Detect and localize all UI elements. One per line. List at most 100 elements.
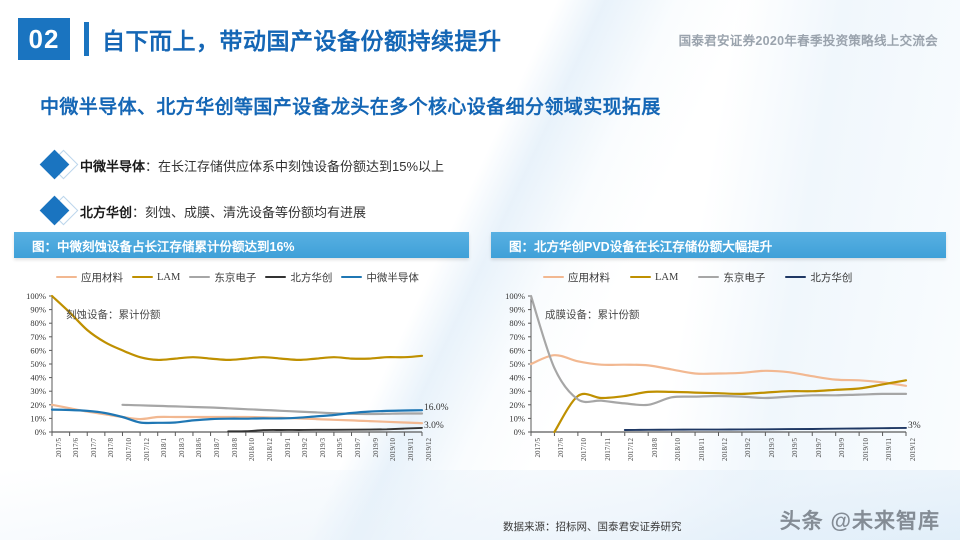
series-line-4 xyxy=(227,426,423,433)
y-tick-label: 40% xyxy=(509,373,525,383)
x-tick-label: 2017/12 xyxy=(142,438,151,461)
bullet-separator: ： xyxy=(145,158,159,174)
watermark: 头条 @未来智库 xyxy=(779,510,940,533)
legend-label: 北方华创 xyxy=(290,272,333,284)
series-line-4 xyxy=(623,426,907,431)
x-tick-label: 2019/12 xyxy=(908,438,917,461)
diamond-bullet-icon xyxy=(38,195,80,226)
list-item: 北方华创：刻蚀、成膜、清洗设备等份额均有进展 xyxy=(38,194,444,228)
legend-swatch xyxy=(630,275,651,279)
header-accent-bar xyxy=(84,22,89,56)
legend-swatch xyxy=(785,275,807,279)
chart-panel-right: 图：北方华创PVD设备在长江存储份额大幅提升 应用材料 LAM 东京电子 北方华创 0… xyxy=(491,232,946,522)
legend-label: 应用材料 xyxy=(568,272,610,284)
data-source-note: 数据来源：招标网、国泰君安证券研究 xyxy=(503,521,682,533)
x-tick-label: 2017/7 xyxy=(89,438,98,458)
x-tick-label: 2017/10 xyxy=(580,438,589,461)
x-tick-labels: 2017/5 2017/6 2017/7 2017/8 2017/10 2017/12 20… xyxy=(14,438,469,498)
legend-item-3: 东京电子 xyxy=(189,270,256,285)
x-tick-label: 2019/11 xyxy=(406,438,415,461)
legend-swatch xyxy=(56,275,77,279)
legend-label: 中微半导体 xyxy=(366,272,419,284)
chart-panel-left: 图：中微刻蚀设备占长江存储累计份额达到16% 应用材料 LAM 东京电子 北方华创 中微… xyxy=(14,232,469,522)
x-tick-label: 2019/7 xyxy=(814,438,823,458)
x-tick-label: 2019/12 xyxy=(424,438,433,461)
x-tick-label: 2017/6 xyxy=(556,438,565,458)
y-tick-label: 70% xyxy=(509,332,525,342)
x-tick-label: 2018/3 xyxy=(177,438,186,458)
x-tick-label: 2018/8 xyxy=(230,438,239,458)
x-tick-label: 2019/1 xyxy=(283,438,292,458)
section-subtitle: 中微半导体、北方华创等国产设备龙头在多个核心设备细分领域实现拓展 xyxy=(40,97,661,118)
series-end-label-2: 3.0% xyxy=(424,420,444,431)
legend-swatch xyxy=(543,275,564,279)
y-tick-label: 80% xyxy=(30,318,46,328)
chart-title-left: 图：中微刻蚀设备占长江存储累计份额达到16% xyxy=(14,232,469,258)
x-tick-label: 2019/9 xyxy=(838,438,847,458)
y-tick-label: 20% xyxy=(509,400,525,410)
chart-annotation: 成膜设备：累计份额 xyxy=(545,309,640,321)
legend-item-2: LAM xyxy=(630,272,678,283)
header-conference-label: 国泰君安证券2020年春季投资策略线上交流会 xyxy=(678,34,938,48)
section-number: 02 xyxy=(18,18,70,60)
y-tick-label: 50% xyxy=(509,359,525,369)
x-tick-label: 2018/12 xyxy=(721,438,729,461)
y-tick-label: 100% xyxy=(505,291,525,301)
series-line-3 xyxy=(121,403,424,416)
chart-svg: 0% 10% 20% 30% 40% 50% 60% 70% 80% 90% 100% xyxy=(505,291,908,437)
x-tick-label: 2017/12 xyxy=(627,438,636,461)
y-tick-label: 0% xyxy=(514,427,525,437)
y-tick-label: 0% xyxy=(35,427,46,437)
x-tick-label: 2018/7 xyxy=(213,438,222,458)
x-tick-label: 2017/11 xyxy=(603,438,612,461)
y-tick-label: 30% xyxy=(509,386,525,396)
legend-swatch xyxy=(265,275,287,279)
x-tick-label: 2019/7 xyxy=(354,438,363,458)
y-tick-label: 10% xyxy=(509,413,525,423)
x-tick-label: 2018/8 xyxy=(650,438,659,458)
list-item: 中微半导体：在长江存储供应体系中刻蚀设备份额达到15%以上 xyxy=(38,148,444,182)
bullet-body: 刻蚀、成膜、清洗设备等份额均有进展 xyxy=(145,204,367,220)
y-tick-label: 20% xyxy=(30,400,46,410)
series-line-5 xyxy=(50,408,424,425)
x-tick-label: 2019/5 xyxy=(791,438,800,458)
series-line-2 xyxy=(553,379,908,434)
series-line-1 xyxy=(529,354,908,387)
x-tick-label: 2017/8 xyxy=(107,438,116,458)
legend-item-4: 北方华创 xyxy=(265,270,332,285)
series-end-label-1: 16.0% xyxy=(424,403,449,414)
legend-label: 东京电子 xyxy=(723,272,766,284)
x-tick-label: 2019/2 xyxy=(744,438,753,458)
legend-item-5: 中微半导体 xyxy=(341,270,419,285)
bullet-label: 中微半导体 xyxy=(80,158,146,174)
legend-label: LAM xyxy=(157,271,181,283)
bullet-separator: ： xyxy=(132,204,146,220)
chart-plot-left: 0% 10% 20% 30% 40% 50% 60% 70% 80% 90% 100% 刻蚀设备：累计… xyxy=(14,288,469,488)
chart-annotation: 刻蚀设备：累计份额 xyxy=(66,309,161,321)
x-tick-label: 2019/11 xyxy=(885,438,894,461)
bullet-text: 北方华创：刻蚀、成膜、清洗设备等份额均有进展 xyxy=(80,202,366,221)
page-title: 自下而上，带动国产设备份额持续提升 xyxy=(102,28,502,54)
bullet-body: 在长江存储供应体系中刻蚀设备份额达到15%以上 xyxy=(158,158,445,174)
legend-swatch xyxy=(132,275,153,279)
x-tick-label: 2017/5 xyxy=(533,438,542,458)
y-tick-label: 50% xyxy=(30,359,46,369)
legend-item-4: 北方华创 xyxy=(785,270,852,285)
x-tick-label: 2018/6 xyxy=(195,438,204,458)
x-tick-label: 2019/10 xyxy=(861,438,870,461)
legend-item-2: LAM xyxy=(132,272,180,283)
x-tick-label: 2018/1 xyxy=(160,438,169,458)
chart-svg: 0% 10% 20% 30% 40% 50% 60% 70% 80% 90% 100% xyxy=(26,291,424,437)
bullet-label: 北方华创 xyxy=(80,204,133,220)
legend-label: 北方华创 xyxy=(810,272,853,284)
x-tick-label: 2019/3 xyxy=(767,438,776,458)
y-tick-label: 100% xyxy=(26,291,46,301)
legend-swatch xyxy=(341,275,363,279)
chart-legend-left: 应用材料 LAM 东京电子 北方华创 中微半导体 xyxy=(14,266,469,288)
x-tick-label: 2018/12 xyxy=(265,438,274,461)
x-tick-label: 2018/11 xyxy=(697,438,706,461)
y-tick-label: 10% xyxy=(30,413,46,423)
y-tick-label: 60% xyxy=(509,345,525,355)
y-tick-label: 70% xyxy=(30,332,46,342)
series-line-3 xyxy=(529,294,908,407)
